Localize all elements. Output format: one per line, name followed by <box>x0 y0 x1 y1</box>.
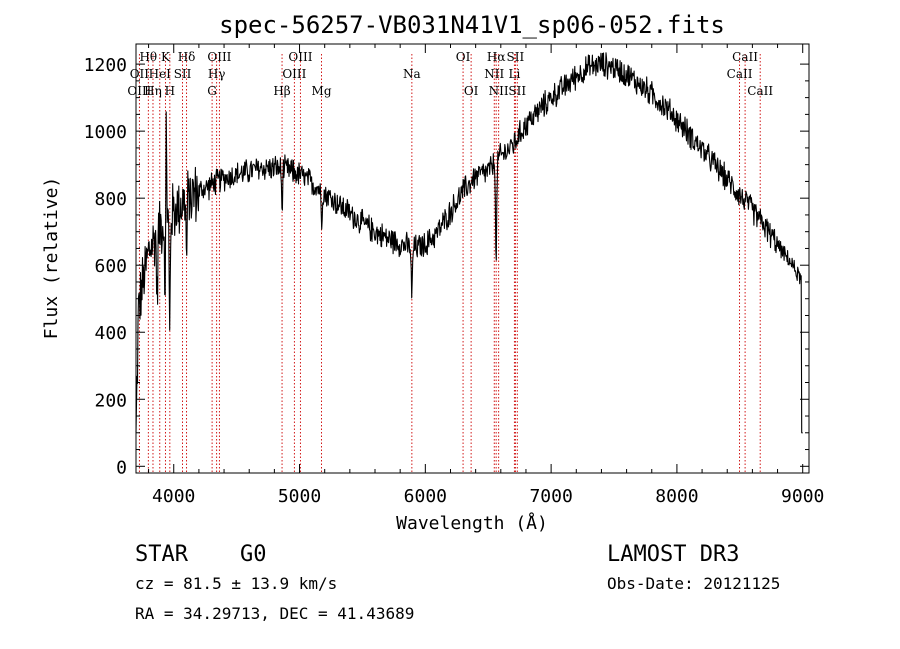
survey-label: LAMOST DR3 <box>607 542 739 567</box>
x-tick-label: 9000 <box>781 486 824 507</box>
x-tick-label: 7000 <box>529 486 572 507</box>
line-label: Na <box>403 67 421 81</box>
y-tick-label: 0 <box>116 457 127 478</box>
line-label: OI <box>456 50 471 64</box>
line-label: OII <box>130 67 150 81</box>
coords-text: RA = 34.29713, DEC = 41.43689 <box>135 604 414 623</box>
line-label: Hθ <box>139 50 157 64</box>
line-label: OI <box>464 84 479 98</box>
y-tick-label: 400 <box>94 323 127 344</box>
line-label: Hη <box>144 84 162 98</box>
line-label: G <box>207 84 217 98</box>
x-tick-label: 5000 <box>278 486 321 507</box>
line-label: K <box>161 50 171 64</box>
line-label: CaII <box>732 50 758 64</box>
line-label: OIII <box>207 50 231 64</box>
line-label: OIII <box>288 50 312 64</box>
y-tick-label: 200 <box>94 390 127 411</box>
line-label: NII <box>489 84 509 98</box>
y-tick-label: 800 <box>94 189 127 210</box>
y-axis-label: Flux (relative) <box>41 177 62 340</box>
y-axis-ticks: 0 200 400 600 800 1000 1200 <box>84 55 809 478</box>
line-label: NII <box>484 67 504 81</box>
line-label: Mg <box>312 84 332 98</box>
line-label: H <box>165 84 175 98</box>
line-label: Hα <box>487 50 506 64</box>
line-label: Hγ <box>208 67 226 81</box>
line-label: HeI <box>149 67 172 81</box>
x-tick-label: 4000 <box>152 486 195 507</box>
line-label: CaII <box>727 67 753 81</box>
line-label: Hδ <box>178 50 196 64</box>
x-tick-label: 8000 <box>655 486 698 507</box>
subclass-label: G0 <box>240 542 267 567</box>
line-labels: Hθ OII OIII K HeI Hη Hδ SII H OIII Hγ G OIII OIII Hβ Mg… <box>127 50 773 98</box>
spectrum-line <box>135 52 803 434</box>
cz-text: cz = 81.5 ± 13.9 km/s <box>135 574 337 593</box>
y-tick-label: 1000 <box>84 122 127 143</box>
line-label: SII <box>508 84 526 98</box>
obs-date-text: Obs-Date: 20121125 <box>607 574 780 593</box>
line-label: CaII <box>747 84 773 98</box>
line-label: OIII <box>282 67 306 81</box>
x-axis-ticks: 4000 5000 6000 7000 8000 9000 <box>148 44 824 507</box>
x-tick-label: 6000 <box>404 486 447 507</box>
line-label: Hβ <box>273 84 290 98</box>
x-axis-label: Wavelength (Å) <box>396 512 548 534</box>
class-label: STAR <box>135 542 189 567</box>
line-label: SII <box>174 67 192 81</box>
y-tick-label: 1200 <box>84 55 127 76</box>
plot-frame <box>135 43 810 474</box>
chart-title: spec-56257-VB031N41V1_sp06-052.fits <box>219 11 725 39</box>
line-label: SII <box>507 50 525 64</box>
line-label: OIII <box>127 84 151 98</box>
line-label: Li <box>508 67 520 81</box>
y-tick-label: 600 <box>94 256 127 277</box>
